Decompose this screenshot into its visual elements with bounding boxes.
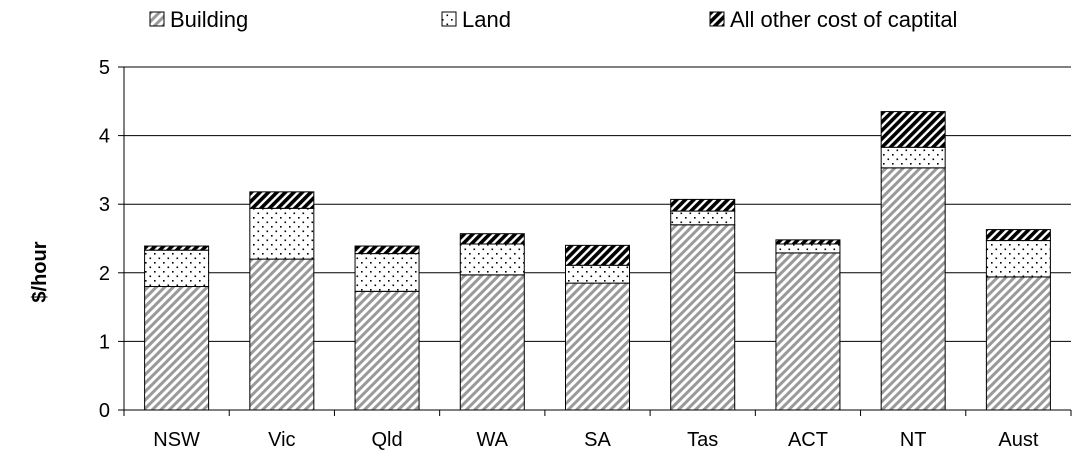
axes	[123, 67, 1071, 411]
y-tick-label: 3	[99, 194, 110, 216]
x-category-label: SA	[584, 429, 611, 451]
bar-land-aust	[985, 240, 1051, 278]
bar-land-act	[775, 243, 841, 254]
bar-land-tas	[670, 210, 736, 226]
bar-all-wa	[459, 233, 525, 245]
x-axis-labels: NSW Vic Qld WA SA Tas ACT NT Aust	[123, 410, 1072, 451]
bar-building-aust	[985, 276, 1051, 411]
bar-all-sa	[565, 244, 630, 266]
bar-stack-vic	[249, 191, 315, 411]
bar-stack-tas	[670, 198, 736, 411]
y-tick-label: 5	[99, 57, 110, 79]
legend-item-land: Land	[441, 7, 511, 32]
x-category-label: Aust	[998, 429, 1038, 451]
y-tick-label: 1	[99, 331, 110, 353]
bar-building-nt	[880, 167, 946, 411]
bar-land-wa	[459, 243, 525, 276]
bar-stack-nt	[880, 111, 946, 411]
bar-all-qld	[354, 245, 420, 255]
bar-building-vic	[249, 258, 315, 411]
bar-all-tas	[670, 198, 736, 212]
y-axis-title: $/hour	[29, 241, 51, 302]
bar-all-act	[775, 239, 841, 245]
bar-stack-nsw	[144, 245, 210, 411]
bar-land-vic	[249, 207, 315, 260]
bar-land-nt	[880, 146, 946, 169]
bar-stack-act	[775, 239, 841, 411]
bar-all-aust	[985, 229, 1051, 242]
x-category-label: Qld	[371, 429, 402, 451]
bar-building-sa	[565, 282, 630, 411]
bar-stack-aust	[985, 229, 1051, 411]
bar-building-tas	[670, 224, 736, 411]
legend-swatch-building	[149, 11, 165, 27]
bars	[144, 111, 1051, 411]
x-category-label: Tas	[687, 429, 718, 451]
bar-building-act	[775, 252, 841, 411]
legend-item-other: All other cost of captital	[709, 7, 957, 32]
bar-stack-sa	[565, 244, 630, 411]
x-category-label: NSW	[153, 429, 200, 451]
legend-label-other: All other cost of captital	[730, 7, 957, 32]
x-category-label: ACT	[788, 429, 828, 451]
bar-building-nsw	[144, 286, 210, 411]
x-category-label: Vic	[268, 429, 295, 451]
x-category-label: NT	[900, 429, 927, 451]
bar-land-nsw	[144, 249, 210, 288]
bar-building-qld	[354, 290, 420, 411]
y-tick-label: 4	[99, 126, 110, 148]
legend-swatch-other	[709, 11, 725, 27]
bar-land-qld	[354, 253, 420, 292]
bar-stack-wa	[459, 233, 525, 411]
legend-swatch-land	[441, 11, 457, 27]
y-axis-ticks: 0 1 2 3 4 5	[99, 57, 124, 422]
bar-all-nt	[880, 111, 946, 148]
bar-stack-qld	[354, 245, 420, 411]
bar-all-vic	[249, 191, 315, 209]
bar-all-nsw	[144, 245, 210, 251]
legend: Building Land All other cost of captital	[149, 7, 957, 32]
bar-building-wa	[459, 274, 525, 411]
legend-label-land: Land	[462, 7, 511, 32]
legend-item-building: Building	[149, 7, 248, 32]
bar-land-sa	[565, 264, 630, 284]
legend-label-building: Building	[170, 7, 248, 32]
y-tick-label: 0	[99, 400, 110, 422]
x-category-label: WA	[477, 429, 509, 451]
y-tick-label: 2	[99, 263, 110, 285]
